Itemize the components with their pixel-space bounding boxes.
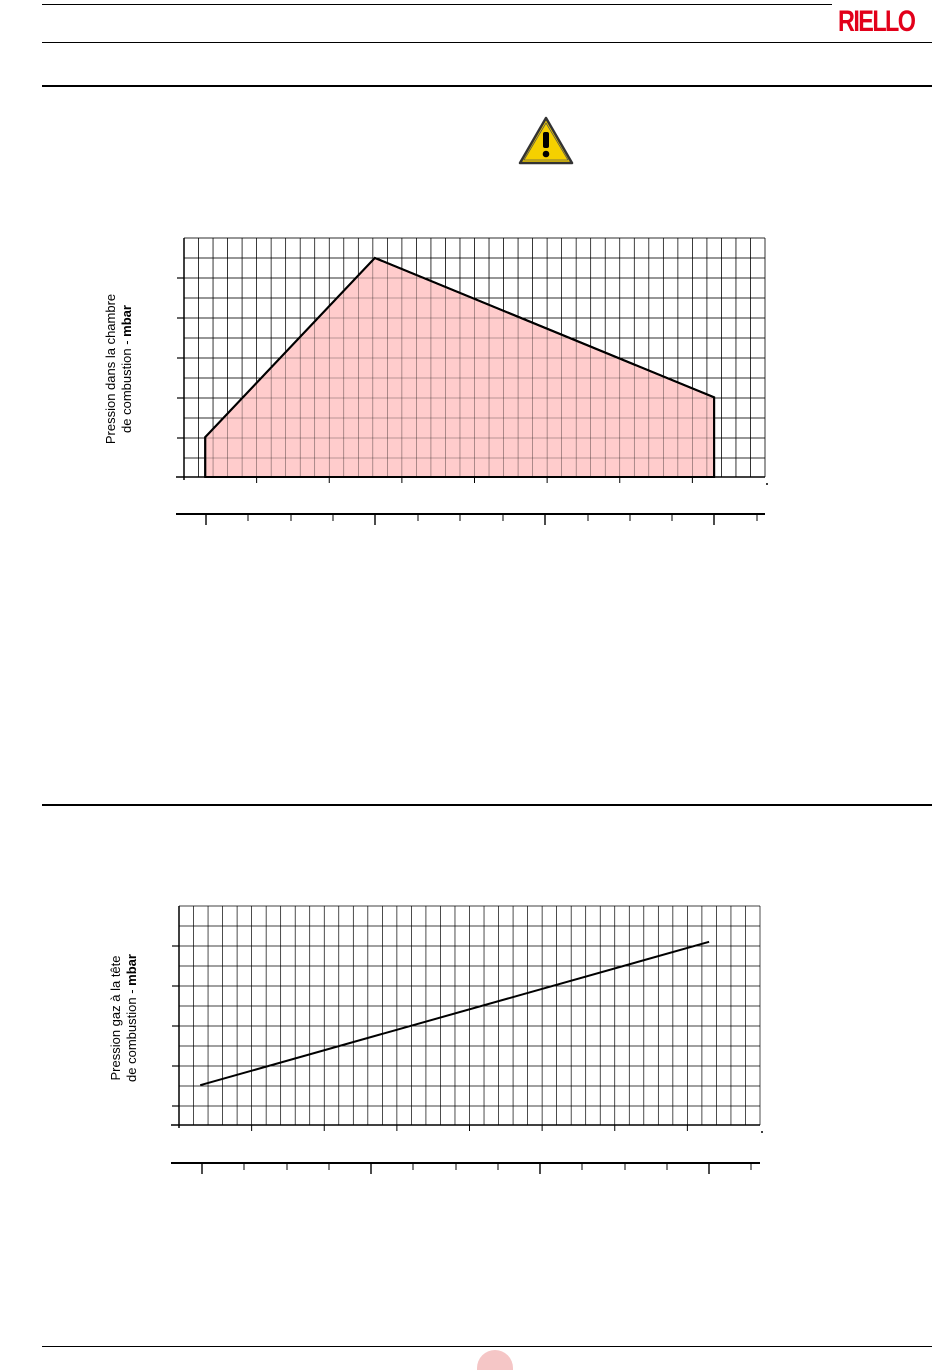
header-rule-bottom	[42, 85, 932, 87]
warning-triangle-icon	[518, 116, 574, 165]
page-number-badge	[477, 1350, 513, 1370]
axis-end-mark	[766, 483, 768, 485]
pressure-line	[199, 940, 710, 1087]
riello-logo: RIELLO	[838, 5, 916, 38]
chart2-head-gas-pressure	[171, 905, 763, 1174]
footer-rule	[42, 1346, 932, 1347]
working-field-outline	[204, 256, 716, 477]
axis-end-mark	[761, 1131, 763, 1133]
section-divider	[42, 804, 932, 806]
chart1-combustion-chamber-pressure	[176, 237, 768, 525]
header-rule-middle	[42, 42, 932, 43]
header-rule-top	[42, 4, 832, 5]
